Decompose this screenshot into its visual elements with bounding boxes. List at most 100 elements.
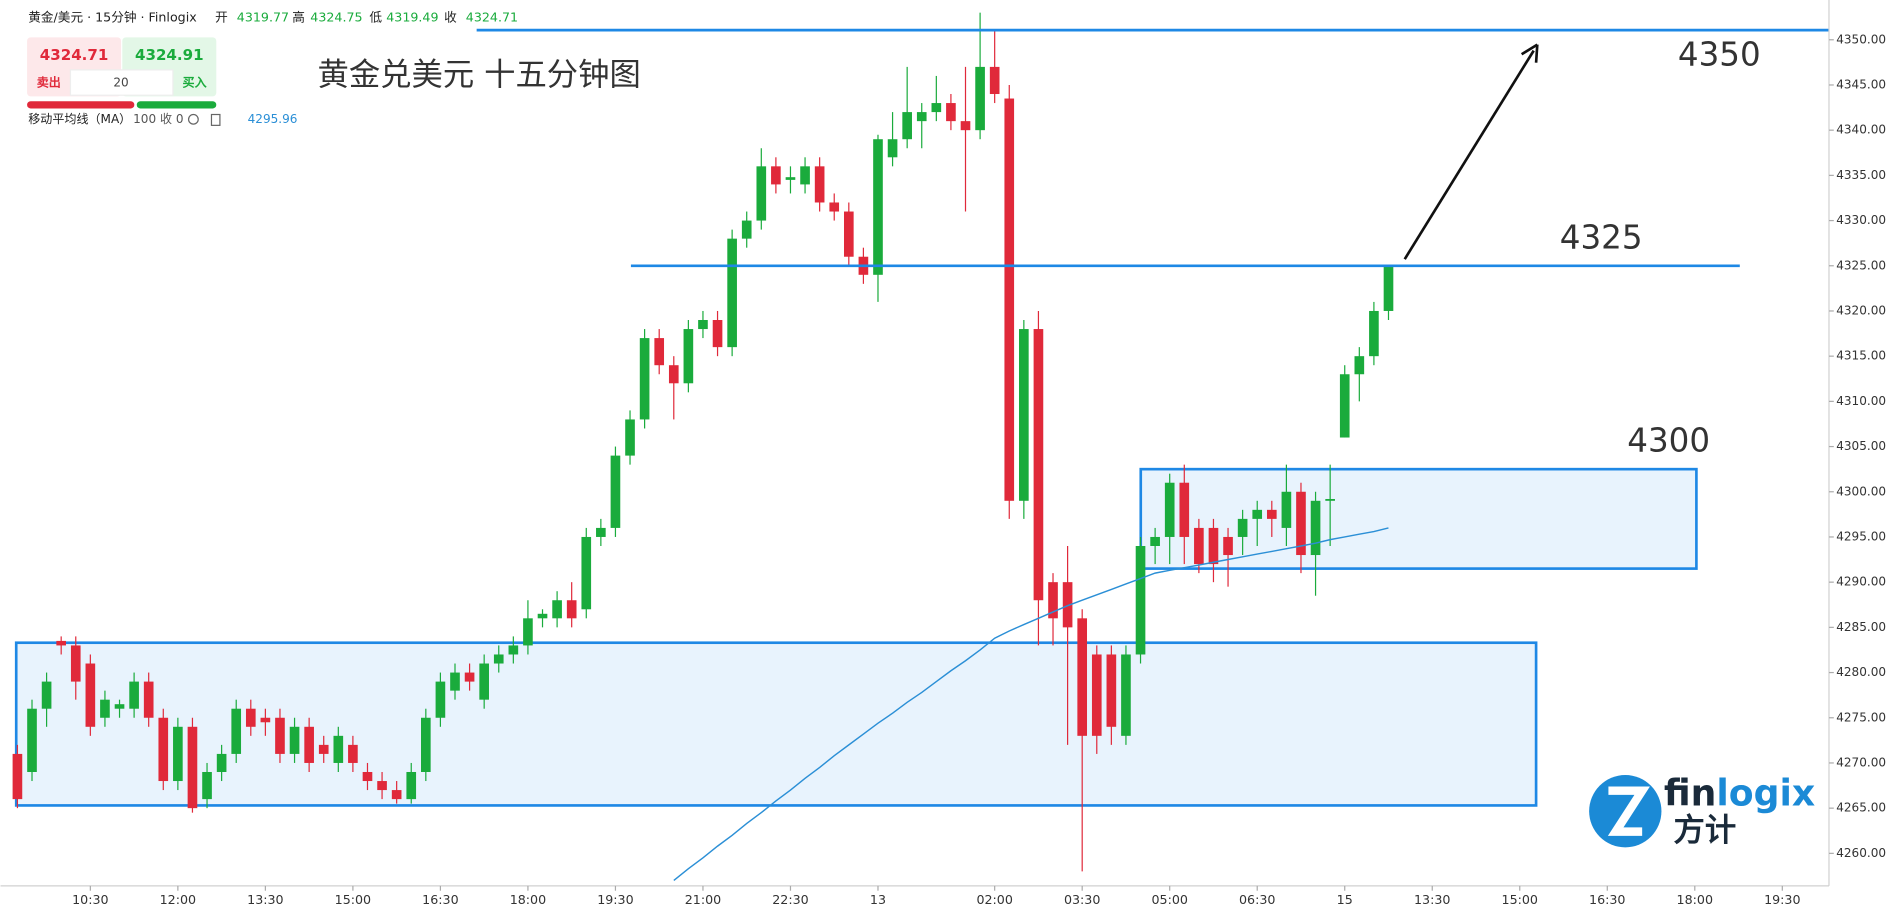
candle-body	[1223, 536, 1233, 556]
candle-body	[741, 220, 752, 239]
logo-fin: fin	[1664, 771, 1717, 814]
close-value: 4324.71	[466, 10, 518, 25]
candle-body	[12, 753, 23, 800]
y-tick-label: 4345.00	[1836, 77, 1886, 91]
candle-body	[581, 536, 592, 610]
candle-body	[566, 600, 577, 619]
y-tick-label: 4285.00	[1836, 620, 1886, 634]
y-tick-label: 4310.00	[1836, 394, 1886, 408]
x-tick-label: 22:30	[772, 892, 808, 907]
x-tick-label: 13	[870, 892, 886, 907]
open-value: 4319.77	[237, 10, 289, 25]
candle-body	[56, 640, 67, 646]
candle-body	[829, 202, 840, 212]
arrow-head	[1520, 43, 1539, 63]
buy-price: 4324.91	[135, 46, 204, 64]
candle-body	[712, 320, 723, 348]
x-tick-label: 06:30	[1239, 892, 1275, 907]
x-tick-label: 19:30	[1764, 892, 1800, 907]
candle-body	[639, 338, 650, 420]
x-tick-label: 13:30	[1414, 892, 1450, 907]
candle-body	[668, 365, 679, 384]
quantity-input[interactable]	[69, 69, 174, 96]
x-tick-label: 15:00	[335, 892, 371, 907]
ma-line	[673, 527, 1389, 882]
logo-z	[1607, 786, 1650, 836]
y-tick-label: 4330.00	[1836, 213, 1886, 227]
candle-body	[931, 103, 942, 113]
candle-body	[143, 681, 154, 718]
y-tick-label: 4315.00	[1836, 349, 1886, 363]
candle-body	[1150, 536, 1160, 546]
candle-body	[493, 654, 504, 664]
y-tick-label: 4305.00	[1836, 439, 1886, 453]
delete-icon[interactable]	[210, 113, 221, 126]
candle-body	[537, 613, 548, 619]
y-tick-label: 4295.00	[1836, 529, 1886, 543]
candle-body	[318, 744, 329, 754]
x-tick-label: 16:30	[422, 892, 458, 907]
y-tick-label: 4340.00	[1836, 123, 1886, 137]
logo-text: finlogix	[1664, 771, 1815, 814]
x-tick-label: 13:30	[247, 892, 283, 907]
candle-body	[989, 66, 1000, 95]
x-tick-label: 03:30	[1064, 892, 1100, 907]
candle-body	[1296, 491, 1306, 556]
x-tick-label: 19:30	[597, 892, 633, 907]
settings-icon[interactable]	[187, 113, 199, 125]
candle-body	[843, 211, 854, 257]
candle-body	[304, 726, 314, 763]
candle-body	[202, 771, 212, 800]
x-tick-label: 21:00	[685, 892, 721, 907]
x-tick-label: 12:00	[160, 892, 196, 907]
sell-price: 4324.71	[40, 46, 109, 64]
candle-body	[114, 704, 125, 709]
chart-title: 黄金兑美元 十五分钟图	[318, 57, 641, 93]
candle-body	[100, 699, 110, 718]
candle-body	[523, 618, 533, 646]
candle-body	[625, 419, 635, 456]
y-tick-label: 4270.00	[1836, 755, 1886, 769]
candle-body	[275, 717, 285, 754]
candle-body	[1179, 482, 1190, 537]
candle-body	[231, 708, 242, 754]
candle-body	[129, 681, 139, 709]
candle-body	[1135, 546, 1146, 655]
high-label: 高	[292, 10, 305, 25]
zone	[1139, 467, 1698, 570]
candle-body	[435, 681, 446, 718]
candle-body	[1310, 500, 1321, 556]
candle-body	[800, 166, 810, 185]
logo-logix: logix	[1716, 771, 1815, 814]
candle-body	[814, 166, 825, 203]
high-value: 4324.75	[310, 10, 362, 25]
candle-body	[873, 139, 883, 275]
zone	[14, 641, 1538, 807]
y-tick-label: 4320.00	[1836, 303, 1886, 317]
y-tick-label: 4265.00	[1836, 801, 1886, 815]
candle-body	[85, 663, 96, 727]
candle-body	[1062, 582, 1073, 628]
levels: 4300 4350 4325	[476, 28, 1829, 460]
candle-body	[1252, 509, 1263, 519]
ma-params: 100 收 0	[133, 112, 183, 126]
candle-body	[1106, 654, 1117, 727]
y-tick-label: 4275.00	[1836, 710, 1886, 724]
candle-body	[1164, 482, 1175, 537]
buy-label: 买入	[183, 76, 207, 90]
x-tick-label: 02:00	[976, 892, 1012, 907]
candle-body	[654, 338, 665, 366]
candle-body	[610, 455, 621, 528]
y-tick-label: 4350.00	[1836, 32, 1886, 46]
y-tick-label: 4325.00	[1836, 258, 1886, 272]
candle-body	[1208, 527, 1219, 565]
candle-body	[1019, 329, 1029, 501]
candle-body	[70, 645, 81, 682]
candle-body	[41, 681, 52, 709]
x-tick-label: 05:00	[1151, 892, 1187, 907]
candle-body	[771, 166, 781, 185]
candle-body	[975, 66, 985, 131]
